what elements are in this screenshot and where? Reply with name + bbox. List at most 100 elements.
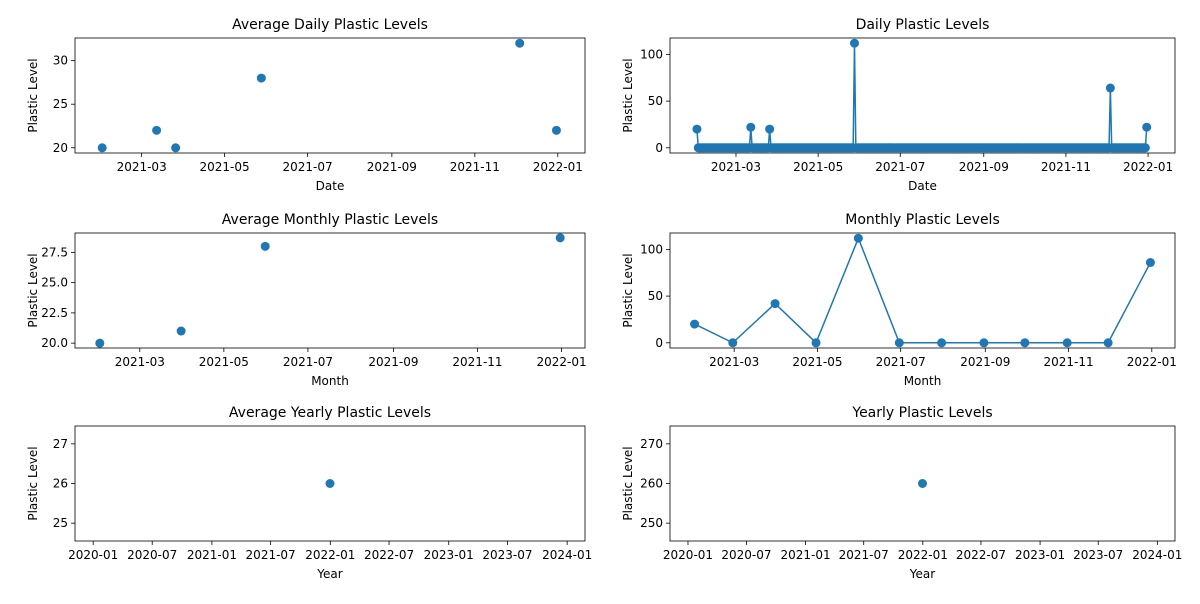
data-point (152, 125, 162, 135)
data-point (1142, 122, 1152, 132)
data-point (1140, 143, 1150, 153)
data-point (176, 326, 186, 336)
data-point (1145, 258, 1155, 267)
y-axis-label: Plastic Level (26, 253, 40, 327)
x-tick-label: 2022-07 (956, 548, 1006, 562)
x-tick-label: 2022-01 (1123, 160, 1173, 174)
x-tick-label: 2021-03 (709, 355, 759, 369)
y-axis-label: Plastic Level (621, 58, 635, 132)
data-point (260, 241, 270, 251)
series-avg-monthly (95, 233, 565, 348)
x-tick-label: 2021-07 (839, 548, 889, 562)
x-tick-label: 2021-01 (187, 548, 237, 562)
y-tick-label: 27 (53, 437, 68, 451)
y-tick-label: 20 (53, 141, 68, 155)
data-point (728, 338, 738, 348)
x-tick-label: 2022-01 (898, 548, 948, 562)
y-axis-label: Plastic Level (26, 58, 40, 132)
data-point (551, 125, 561, 135)
chart-panel-yearly: Yearly Plastic Levels 2020-01 2020-07 2021-… (621, 405, 1182, 581)
x-tick-label: 2023-01 (1015, 548, 1065, 562)
x-tick-label: 2024-01 (542, 548, 592, 562)
y-tick-label: 100 (640, 242, 663, 256)
data-point (746, 122, 756, 132)
series-line (694, 236, 1152, 345)
x-tick-label: 2021-11 (452, 355, 502, 369)
chart-panel-monthly: Monthly Plastic Levels 2021-03 2021-05 2021… (621, 212, 1177, 388)
data-point (811, 338, 821, 348)
y-tick-label: 25 (53, 97, 68, 111)
plot-frame (74, 425, 586, 542)
x-axis-label: Date (908, 179, 937, 193)
data-point (1020, 338, 1030, 348)
x-tick-label: 2020-07 (127, 548, 177, 562)
y-axis-label: Plastic Level (26, 446, 40, 520)
x-tick-label: 2021-07 (283, 355, 333, 369)
y-axis-label: Plastic Level (621, 253, 635, 327)
x-tick-label: 2022-01 (536, 355, 586, 369)
x-axis-label: Year (909, 567, 935, 581)
x-tick-label: 2021-03 (115, 355, 165, 369)
y-axis-label: Plastic Level (621, 446, 635, 520)
data-point (325, 479, 335, 488)
x-axis-label: Date (316, 179, 345, 193)
x-tick-label: 2021-11 (1041, 160, 1091, 174)
x-tick-label: 2021-07 (876, 355, 926, 369)
y-tick-label: 20.0 (41, 336, 68, 350)
data-point (256, 73, 266, 83)
chart-panel-avg-monthly: Average Monthly Plastic Levels 2021-03 202… (26, 212, 587, 388)
y-tick-label: 0 (655, 336, 663, 350)
x-tick-label: 2020-07 (721, 548, 771, 562)
y-tick-label: 0 (655, 141, 663, 155)
plot-frame (74, 232, 586, 349)
x-tick-label: 2021-11 (450, 160, 500, 174)
series-monthly (690, 233, 1155, 348)
y-tick-label: 30 (53, 54, 68, 68)
data-point (853, 233, 863, 243)
plot-frame (669, 232, 1176, 349)
x-tick-label: 2021-03 (117, 160, 167, 174)
data-point (171, 143, 181, 153)
x-tick-label: 2021-07 (246, 548, 296, 562)
y-tick-label: 270 (640, 437, 663, 451)
data-point (894, 338, 904, 348)
data-point (1062, 338, 1072, 348)
data-point (1105, 83, 1115, 93)
data-point (918, 479, 927, 488)
plot-frame (74, 37, 586, 154)
chart-title: Daily Plastic Levels (856, 17, 990, 33)
data-point (515, 38, 525, 48)
series-avg-daily (97, 38, 561, 153)
data-point (770, 299, 780, 309)
y-tick-label: 50 (648, 94, 663, 108)
data-point (690, 319, 700, 329)
chart-title: Yearly Plastic Levels (851, 405, 992, 421)
x-tick-label: 2021-03 (711, 160, 761, 174)
y-tick-label: 26 (53, 477, 68, 491)
x-tick-label: 2021-09 (959, 160, 1009, 174)
x-tick-label: 2021-05 (200, 160, 250, 174)
series-avg-yearly (325, 479, 335, 488)
data-point (555, 233, 565, 243)
x-tick-label: 2021-09 (960, 355, 1010, 369)
data-point (1103, 338, 1113, 348)
data-point (849, 38, 859, 48)
x-tick-label: 2021-09 (368, 355, 418, 369)
y-tick-label: 100 (640, 47, 663, 61)
chart-title: Average Monthly Plastic Levels (222, 212, 438, 228)
y-tick-label: 25.0 (41, 276, 68, 290)
series-daily (692, 38, 1152, 153)
y-tick-label: 260 (640, 477, 663, 491)
series-yearly (918, 479, 927, 488)
x-tick-label: 2022-01 (533, 160, 583, 174)
x-tick-label: 2021-05 (793, 160, 843, 174)
x-tick-label: 2021-01 (780, 548, 830, 562)
x-tick-label: 2021-07 (875, 160, 925, 174)
y-tick-label: 250 (640, 516, 663, 530)
x-axis-label: Month (311, 374, 349, 388)
data-point (765, 124, 775, 134)
chart-title: Average Yearly Plastic Levels (229, 405, 431, 421)
chart-title: Monthly Plastic Levels (845, 212, 1000, 228)
